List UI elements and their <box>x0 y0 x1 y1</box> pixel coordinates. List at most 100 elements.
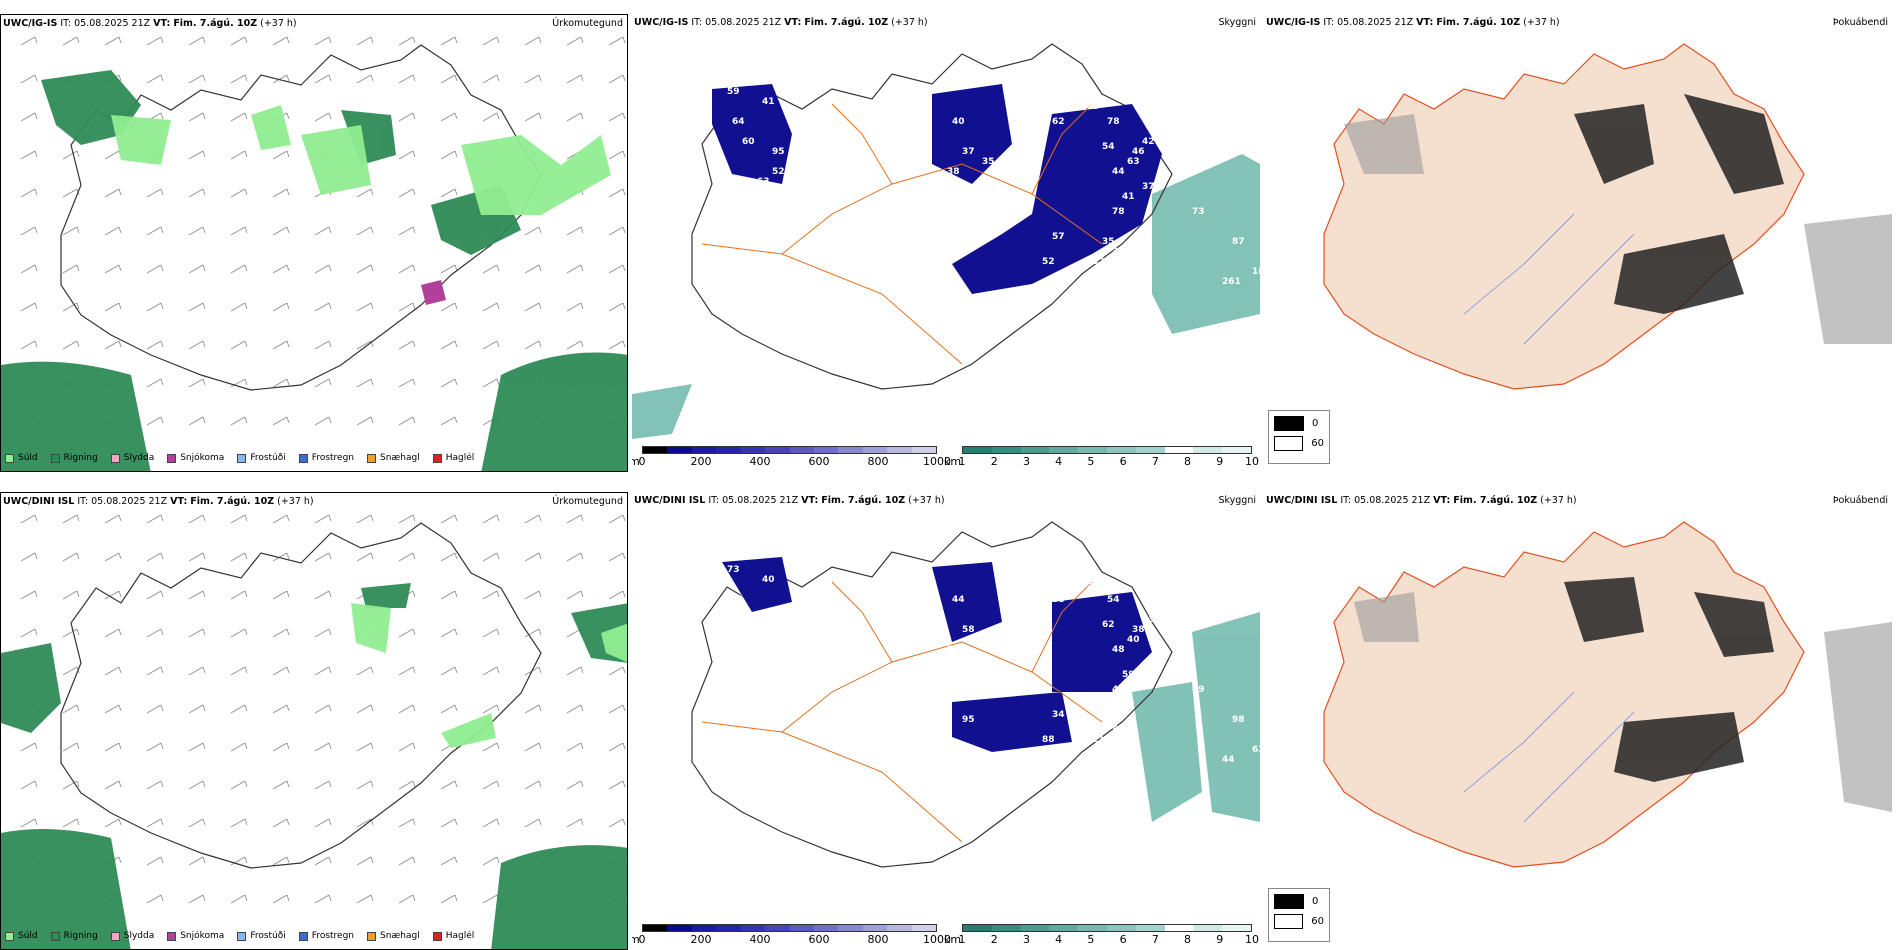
wind-barb <box>566 742 584 752</box>
cloud-base-value: 87 <box>1232 237 1245 247</box>
legend-swatch <box>50 453 60 463</box>
wind-barb <box>272 226 290 236</box>
wind-barb <box>230 552 248 562</box>
legend-item: Snæhagl <box>367 453 420 463</box>
wind-barb <box>146 36 164 46</box>
wind-barb <box>398 818 416 828</box>
wind-barb <box>104 226 122 236</box>
wind-barb <box>524 818 542 828</box>
wind-barb <box>566 36 584 46</box>
panel-header: UWC/DINI ISL IT: 05.08.2025 21Z VT: Fim.… <box>1266 495 1577 506</box>
colorbar-segment <box>838 925 863 931</box>
wind-barb <box>440 894 458 904</box>
legend-item: Frostregn <box>298 453 354 463</box>
iceland-land <box>1323 43 1805 390</box>
cloud-base-value: 55 <box>1087 580 1100 590</box>
panel-title: Þokuábendi <box>1832 495 1888 506</box>
wind-barb <box>314 416 332 426</box>
colorbar-tick-label: 0 <box>638 933 646 946</box>
wind-barb <box>20 780 38 790</box>
colorbar-segment <box>1078 925 1107 931</box>
colorbar-tick-label: 2 <box>990 455 998 468</box>
legend-swatch <box>110 453 120 463</box>
wind-barb <box>398 112 416 122</box>
cloud-base-value: 59 <box>1122 670 1135 680</box>
colorbar-segment <box>643 925 668 931</box>
iceland-outline <box>691 43 1173 390</box>
wind-barb <box>608 74 626 84</box>
wind-barb <box>20 302 38 312</box>
wind-barb <box>524 628 542 638</box>
cloud-base-value: 48 <box>1112 645 1125 655</box>
wind-barb <box>272 36 290 46</box>
wind-barb <box>482 378 500 388</box>
wind-barb <box>104 780 122 790</box>
wind-barb <box>20 264 38 274</box>
legend-item: Snæhagl <box>367 931 420 941</box>
legend-swatch <box>298 453 308 463</box>
wind-barb <box>272 514 290 524</box>
drizzle-areas <box>351 603 627 748</box>
legend-label: Snæhagl <box>380 931 420 941</box>
cloud-base-value: 61 <box>962 237 975 247</box>
cloud-base-value: 86 <box>1042 102 1055 112</box>
wind-barb <box>482 264 500 274</box>
wind-barb <box>356 856 374 866</box>
colorbar-segment <box>716 925 741 931</box>
wind-barb <box>188 264 206 274</box>
cloud-base-value: 33 <box>1142 615 1155 625</box>
legend-item: Haglél <box>432 931 474 941</box>
wind-barb <box>104 36 122 46</box>
wind-barb <box>188 340 206 350</box>
colorbar-segment <box>1165 447 1194 453</box>
panel-header: UWC/DINI ISL IT: 05.08.2025 21Z VT: Fim.… <box>634 495 945 506</box>
wind-barb <box>188 188 206 198</box>
wind-barb <box>272 856 290 866</box>
cloud-base-value: 49 <box>1112 685 1125 695</box>
wind-barb <box>356 264 374 274</box>
cloud-base-value: 57 <box>1052 232 1065 242</box>
cloud-base-value: 95 <box>772 147 785 157</box>
legend-item: Slydda <box>110 453 154 463</box>
legend-item: Rigning <box>50 453 98 463</box>
wind-barb <box>524 36 542 46</box>
cloud-base-value: 59 <box>727 87 740 97</box>
wind-barb <box>566 74 584 84</box>
wind-barb <box>272 264 290 274</box>
wind-barb <box>104 552 122 562</box>
colorbar-segment <box>862 925 888 931</box>
wind-barb <box>272 742 290 752</box>
wind-barb <box>566 302 584 312</box>
cloud-map: 5941646095526340373538866249785444634642… <box>632 43 1260 439</box>
cloud-base-value: 32 <box>1092 257 1105 267</box>
wind-barb <box>62 742 80 752</box>
cloud-base-value: 212 <box>1092 735 1111 745</box>
wind-barb <box>440 628 458 638</box>
wind-barb <box>566 340 584 350</box>
wind-barb <box>188 552 206 562</box>
wind-barb <box>314 818 332 828</box>
wind-barb <box>524 226 542 236</box>
wind-barb <box>146 666 164 676</box>
wind-barb <box>230 378 248 388</box>
rivers <box>1463 691 1635 823</box>
wind-barb <box>20 74 38 84</box>
wind-barb <box>188 378 206 388</box>
iceland-land <box>1323 521 1805 868</box>
wind-barb <box>62 36 80 46</box>
colorbar-segment <box>963 447 992 453</box>
wind-barb <box>440 818 458 828</box>
wind-barb <box>440 552 458 562</box>
colorbar-tick-label: 800 <box>867 933 889 946</box>
wind-barb <box>62 150 80 160</box>
wind-barb <box>146 628 164 638</box>
wind-barb <box>104 302 122 312</box>
wind-barb <box>482 552 500 562</box>
wind-barb <box>20 742 38 752</box>
fog-panel-row1: UWC/IG-IS IT: 05.08.2025 21Z VT: Fim. 7.… <box>1264 14 1892 472</box>
cloud-base-value: 98 <box>1232 715 1245 725</box>
cloud-base-value: 60 <box>742 137 755 147</box>
wind-barb <box>356 74 374 84</box>
fog-areas <box>1564 577 1774 782</box>
wind-barb <box>188 780 206 790</box>
